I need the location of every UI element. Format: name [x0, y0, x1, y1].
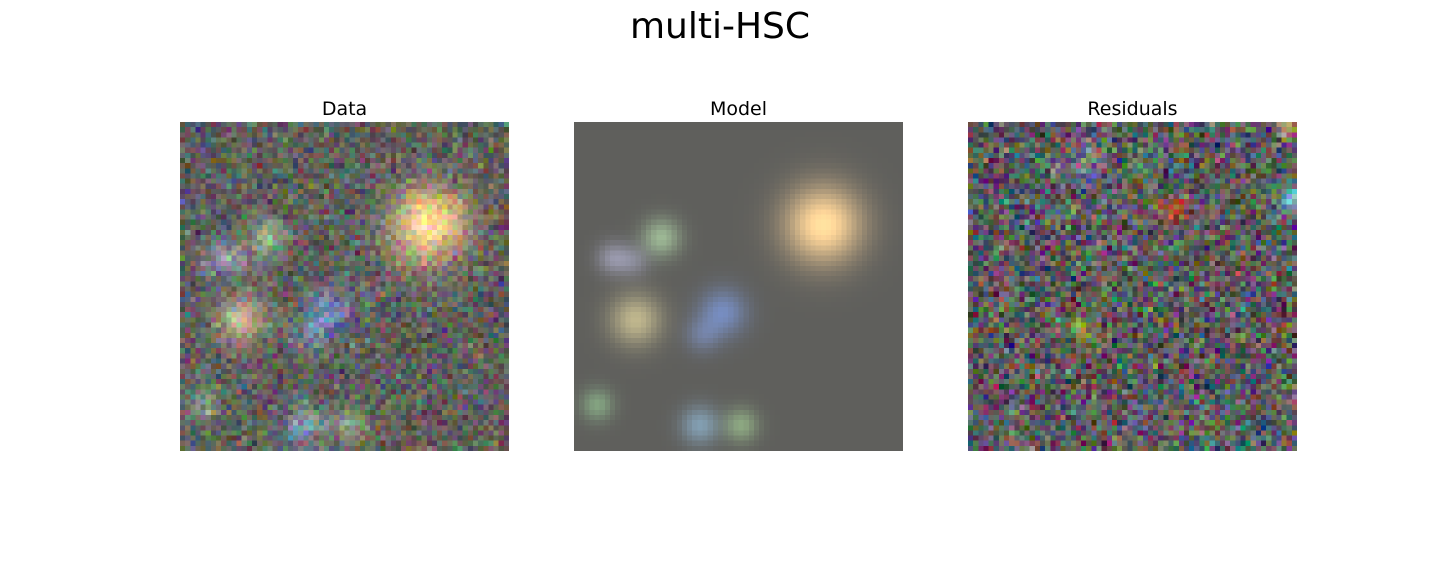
- residuals-panel-title: Residuals: [1087, 98, 1178, 120]
- model-panel: Model: [574, 96, 903, 451]
- residuals-image: [968, 122, 1297, 451]
- model-image: [574, 122, 903, 451]
- data-panel-title: Data: [321, 98, 368, 120]
- data-image: [180, 122, 509, 451]
- model-panel-title: Model: [709, 98, 768, 120]
- figure-title: multi-HSC: [629, 6, 811, 47]
- data-panel: Data: [180, 96, 509, 451]
- residuals-panel: Residuals: [968, 96, 1297, 451]
